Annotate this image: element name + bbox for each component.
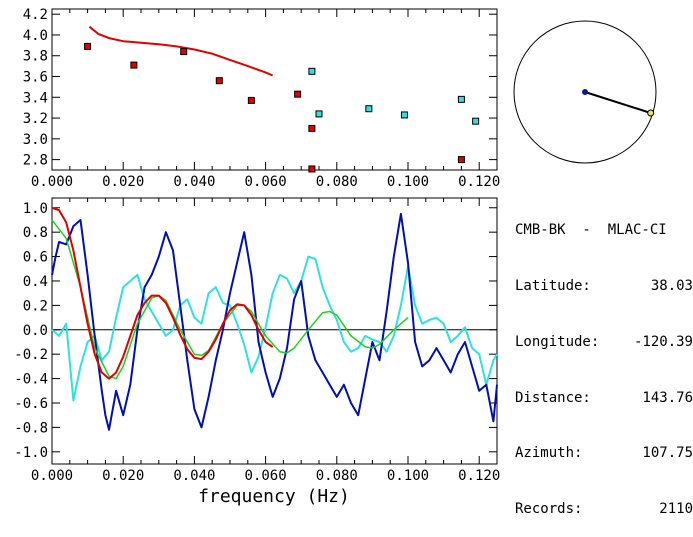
info-value: -120.39 [633,333,693,350]
y-tick-label: 3.6 [23,70,48,86]
y-tick-label: -0.6 [14,396,48,412]
cyan-data-point [308,67,316,75]
y-tick-label: 0.8 [23,225,48,241]
x-tick-label: 0.060 [245,468,287,484]
info-row-distance: Distance: 143.76 [515,389,693,408]
red-data-point [84,42,92,50]
x-tick-label: 0.120 [458,468,500,484]
info-row-records: Records: 2110 [515,500,693,519]
x-tick-label: 0.040 [173,174,215,190]
info-label: Latitude: [515,277,591,294]
y-tick-label: 4.0 [23,28,48,44]
y-tick-label: 0.6 [23,250,48,266]
station-info-panel: CMB-BK - MLAC-CI Latitude: 38.03 Longitu… [515,184,693,537]
red-series-line [51,206,274,380]
red-data-point [457,156,465,164]
info-label: Longitude: [515,333,600,350]
red-data-point [130,61,138,69]
x-tick-label: 0.000 [31,468,73,484]
x-tick-label: 0.060 [245,174,287,190]
red-data-point [308,165,316,173]
info-label: Records: [515,501,583,518]
map-circle [513,20,657,164]
figure-canvas: 0.000 0.020 0.040 0.060 0.080 0.100 0.120 2.8 3.… [14,7,657,507]
y-tick-label: 3.4 [23,90,48,106]
info-label: Azimuth: [515,445,583,462]
info-value: 107.75 [642,445,693,462]
red-data-point [215,77,223,85]
dispersion-plot-frame [51,8,498,171]
y-tick-label: 3.8 [23,49,48,65]
x-tick-label: 0.080 [316,468,358,484]
x-tick-label: 0.100 [387,468,429,484]
x-tick-label: 0.040 [173,468,215,484]
y-tick-label: 4.2 [23,7,48,23]
blue-series-line [51,212,498,431]
station-end-marker [647,109,655,117]
info-row-latitude: Latitude: 38.03 [515,277,693,296]
x-tick-label: 0.020 [102,174,144,190]
x-tick-label: 0.020 [102,468,144,484]
station-origin-marker [582,89,588,95]
cyan-data-point [365,105,373,113]
y-tick-label: -0.4 [14,372,48,388]
x-tick-label: 0.100 [387,174,429,190]
y-tick-label: 0.0 [23,323,48,339]
cyan-data-point [457,95,465,103]
azimuth-map [513,20,657,164]
cyan-data-point [472,117,480,125]
dispersion-plot-series [84,25,480,173]
info-value: 2110 [659,501,693,518]
cyan-series-line [51,255,498,402]
x-tick-label: 0.120 [458,174,500,190]
red-data-point [308,124,316,132]
cyan-data-point [315,110,323,118]
cyan-data-point [400,111,408,119]
info-value: 38.03 [650,277,693,294]
info-value: 143.76 [642,389,693,406]
y-tick-label: -0.2 [14,347,48,363]
red-data-point [294,90,302,98]
y-tick-label: 3.2 [23,111,48,127]
coherency-plot-series [51,206,498,431]
y-tick-label: -0.8 [14,420,48,436]
coherency-plot-frame [51,197,498,465]
red-data-point [180,48,188,56]
red-series-line [88,25,274,77]
y-tick-label: 0.4 [23,274,48,290]
x-tick-label: 0.080 [316,174,358,190]
y-tick-label: -1.0 [14,445,48,461]
x-tick-label: 0.000 [31,174,73,190]
info-label: Distance: [515,389,591,406]
dispersion-plot-axes: 0.000 0.020 0.040 0.060 0.080 0.100 0.120 2.8 3.… [23,7,501,190]
y-tick-label: 0.2 [23,298,48,314]
x-axis-label: frequency (Hz) [198,486,350,507]
coherency-plot-axes: 0.000 0.020 0.040 0.060 0.080 0.100 0.120 -1.0 -… [14,198,500,484]
station-pair-title: CMB-BK - MLAC-CI [515,222,667,239]
y-tick-label: 3.0 [23,132,48,148]
info-row-azimuth: Azimuth: 107.75 [515,444,693,463]
red-data-point [247,96,255,104]
azimuth-path-line [584,91,652,114]
info-row-longitude: Longitude: -120.39 [515,333,693,352]
y-tick-label: 1.0 [23,201,48,217]
y-tick-label: 2.8 [23,153,48,169]
